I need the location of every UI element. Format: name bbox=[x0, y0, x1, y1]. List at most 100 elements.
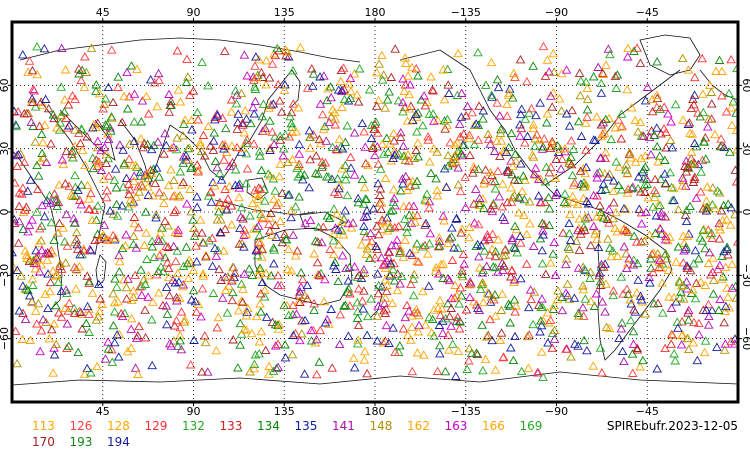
observation-marker bbox=[432, 185, 442, 195]
observation-marker bbox=[656, 229, 667, 238]
observation-marker bbox=[533, 174, 544, 183]
observation-marker bbox=[677, 173, 688, 182]
observation-marker bbox=[528, 241, 539, 250]
legend-item-169: 169 bbox=[520, 419, 543, 433]
observation-marker bbox=[399, 86, 410, 95]
observation-marker bbox=[425, 228, 436, 238]
observation-marker bbox=[375, 184, 386, 193]
observation-marker bbox=[18, 281, 28, 290]
observation-marker bbox=[371, 117, 381, 126]
observation-marker bbox=[358, 304, 368, 313]
observation-marker bbox=[574, 214, 585, 223]
observation-marker bbox=[349, 261, 360, 271]
observation-marker bbox=[655, 223, 665, 233]
observation-marker bbox=[60, 303, 70, 312]
observation-marker bbox=[265, 145, 275, 154]
observation-marker bbox=[626, 299, 636, 308]
observation-marker bbox=[236, 212, 246, 221]
observation-marker bbox=[164, 290, 175, 300]
observation-marker bbox=[264, 219, 274, 228]
observation-marker bbox=[561, 344, 571, 353]
observation-marker bbox=[649, 298, 659, 308]
observation-marker bbox=[478, 114, 488, 123]
observation-marker bbox=[479, 179, 489, 188]
observation-marker bbox=[54, 308, 64, 317]
observation-marker bbox=[660, 343, 670, 353]
observation-marker bbox=[487, 176, 497, 186]
observation-marker bbox=[32, 207, 42, 216]
observation-marker bbox=[685, 201, 695, 211]
observation-marker bbox=[69, 237, 80, 247]
observation-marker bbox=[712, 342, 722, 351]
observation-marker bbox=[541, 162, 552, 171]
observation-marker bbox=[611, 157, 622, 166]
observation-marker bbox=[175, 322, 185, 332]
observation-marker bbox=[96, 165, 107, 174]
observation-marker bbox=[721, 301, 731, 311]
observation-marker bbox=[385, 206, 396, 216]
observation-marker bbox=[398, 179, 408, 188]
observation-marker bbox=[635, 291, 646, 300]
observation-marker bbox=[568, 197, 578, 206]
observation-marker bbox=[210, 112, 220, 121]
observation-marker bbox=[523, 363, 534, 372]
observation-marker bbox=[138, 142, 148, 152]
observation-marker bbox=[565, 235, 576, 244]
observation-marker bbox=[353, 197, 364, 207]
observation-marker bbox=[395, 279, 405, 288]
observation-marker bbox=[270, 186, 280, 195]
observation-marker bbox=[439, 94, 450, 104]
observation-marker bbox=[378, 338, 389, 347]
observation-marker bbox=[173, 225, 183, 234]
observation-marker bbox=[533, 367, 543, 377]
observation-marker bbox=[687, 129, 698, 138]
observation-marker bbox=[703, 299, 714, 309]
observation-marker bbox=[68, 152, 78, 162]
observation-marker bbox=[131, 192, 141, 201]
observation-marker bbox=[579, 335, 589, 345]
observation-marker bbox=[223, 272, 233, 281]
observation-marker bbox=[147, 360, 157, 370]
observation-marker bbox=[38, 314, 48, 324]
observation-marker bbox=[94, 156, 104, 166]
observation-marker bbox=[684, 118, 695, 127]
observation-marker bbox=[411, 109, 421, 119]
observation-marker bbox=[130, 160, 141, 170]
observation-marker bbox=[377, 139, 388, 148]
observation-marker bbox=[655, 174, 666, 183]
observation-marker bbox=[253, 237, 264, 246]
observation-marker bbox=[27, 215, 37, 224]
observation-marker bbox=[123, 274, 133, 283]
observation-marker bbox=[330, 114, 340, 123]
observation-marker bbox=[474, 251, 484, 261]
observation-marker bbox=[657, 278, 667, 287]
observation-marker bbox=[424, 157, 435, 166]
observation-marker bbox=[212, 215, 223, 224]
observation-marker bbox=[327, 363, 337, 372]
observation-marker bbox=[73, 347, 83, 357]
observation-marker bbox=[404, 156, 414, 165]
observation-marker bbox=[86, 43, 97, 52]
observation-marker bbox=[18, 308, 28, 317]
observation-marker bbox=[361, 249, 372, 258]
observation-marker bbox=[542, 109, 553, 118]
observation-marker bbox=[69, 218, 80, 227]
observation-marker bbox=[333, 276, 343, 286]
observation-marker bbox=[28, 84, 38, 93]
observation-marker bbox=[508, 93, 518, 102]
observation-marker bbox=[603, 172, 613, 181]
observation-marker bbox=[538, 372, 548, 381]
observation-marker bbox=[230, 268, 240, 277]
observation-marker bbox=[566, 135, 577, 145]
observation-marker bbox=[333, 189, 344, 198]
observation-marker bbox=[305, 132, 316, 141]
observation-marker bbox=[398, 141, 409, 150]
observation-marker bbox=[448, 158, 458, 168]
observation-marker bbox=[254, 54, 264, 64]
observation-marker bbox=[673, 204, 684, 214]
observation-marker bbox=[349, 128, 360, 137]
observation-marker bbox=[299, 170, 310, 179]
observation-marker bbox=[137, 181, 148, 191]
observation-marker bbox=[265, 116, 275, 125]
observation-marker bbox=[257, 277, 268, 287]
